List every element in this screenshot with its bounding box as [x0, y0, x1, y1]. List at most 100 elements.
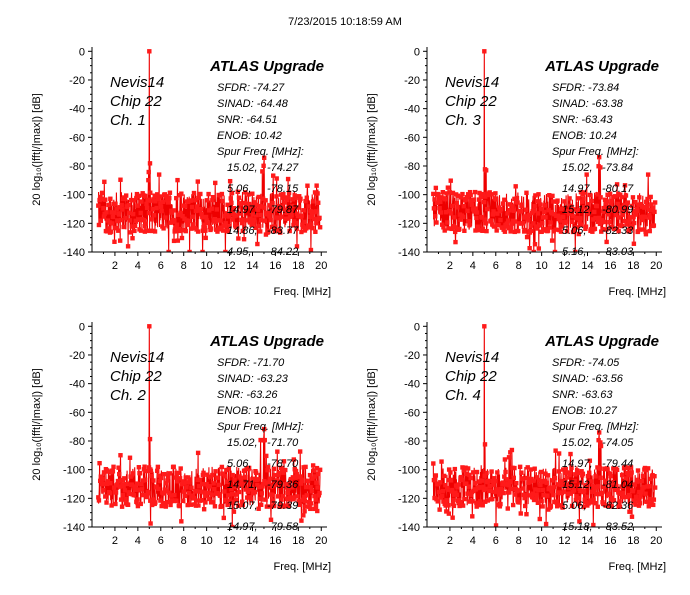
data-point — [294, 472, 299, 477]
data-point — [231, 499, 236, 505]
data-point — [589, 500, 594, 505]
data-point — [149, 217, 154, 222]
data-point — [579, 222, 584, 227]
data-point — [148, 498, 153, 503]
data-point — [191, 190, 197, 196]
data-point — [633, 199, 638, 205]
data-point — [619, 484, 624, 489]
data-point — [460, 191, 465, 197]
data-point — [270, 492, 275, 498]
data-point — [517, 500, 522, 505]
data-point — [145, 197, 150, 203]
data-point — [307, 225, 312, 230]
data-point — [516, 228, 521, 234]
data-point — [231, 509, 237, 514]
x-tick-label: 16 — [269, 260, 281, 272]
data-point — [173, 228, 179, 234]
spur-value: -79.44 — [602, 458, 633, 470]
data-point — [464, 471, 470, 477]
data-point — [549, 238, 555, 243]
data-point — [257, 496, 263, 502]
chip-label: Nevis14 — [445, 349, 499, 366]
spur-freq: 14.86, — [227, 225, 258, 237]
data-point — [302, 509, 307, 514]
data-point — [274, 176, 279, 181]
data-point — [235, 483, 240, 488]
data-point — [577, 486, 582, 491]
data-point — [602, 466, 607, 471]
data-point — [504, 477, 510, 482]
data-point — [260, 169, 265, 174]
data-point — [110, 469, 116, 474]
data-point — [553, 227, 558, 232]
data-point — [623, 193, 629, 198]
data-point — [222, 223, 228, 228]
data-point — [304, 195, 310, 200]
data-point — [286, 190, 292, 196]
spur-freq: 14.97, — [227, 521, 258, 533]
spur-value: -82.33 — [602, 225, 634, 237]
chip-label: Nevis14 — [110, 74, 164, 91]
data-point — [476, 197, 482, 202]
data-point — [253, 212, 259, 218]
data-point — [261, 163, 266, 168]
data-point — [171, 464, 176, 469]
data-point — [144, 201, 149, 207]
data-point — [590, 484, 596, 489]
data-point — [635, 468, 641, 473]
data-point — [599, 490, 605, 496]
data-point — [231, 205, 237, 211]
spur-value: -73.84 — [602, 162, 633, 174]
data-point — [279, 204, 285, 209]
stat-line: SINAD: -63.23 — [217, 373, 289, 385]
data-point — [280, 493, 285, 499]
data-point — [448, 470, 453, 475]
data-point — [568, 451, 573, 457]
data-point — [155, 464, 161, 470]
stat-line: SFDR: -73.84 — [552, 82, 619, 94]
spur-freq: 5.06, — [227, 458, 251, 470]
data-point — [629, 470, 634, 475]
data-point — [598, 440, 603, 445]
chart-panel-ch4: 0 -20 -40 -60 -80 -100 -120 -140 2 4 6 8 10 12 14 16 18 2… — [366, 321, 666, 573]
data-point — [512, 196, 517, 202]
data-point — [605, 192, 610, 197]
data-point — [294, 244, 300, 249]
data-point — [312, 493, 317, 499]
data-point — [200, 228, 206, 233]
data-point — [224, 467, 229, 473]
data-point — [122, 476, 127, 481]
data-point — [121, 484, 126, 489]
data-point — [548, 503, 554, 509]
spur-value: -79.36 — [267, 479, 299, 491]
data-point — [303, 484, 309, 490]
data-point — [148, 198, 154, 203]
data-point — [519, 202, 525, 207]
stat-line: Spur Freq. [MHz]: — [217, 421, 304, 433]
data-point — [241, 217, 246, 223]
data-point — [470, 514, 475, 519]
data-point — [619, 223, 625, 229]
data-point — [635, 208, 640, 213]
data-point — [445, 487, 451, 492]
trace-group — [96, 49, 323, 252]
data-point — [605, 467, 610, 472]
stat-line: SFDR: -74.27 — [217, 82, 285, 94]
data-point — [591, 497, 596, 502]
data-point — [545, 493, 550, 498]
data-point — [246, 192, 251, 197]
chip-label: Chip 22 — [445, 93, 497, 110]
data-point — [127, 455, 133, 460]
data-point — [141, 467, 147, 472]
data-point — [201, 507, 207, 512]
data-point — [469, 202, 475, 207]
data-point — [308, 506, 313, 512]
data-point — [309, 213, 315, 218]
x-tick-label: 14 — [246, 260, 258, 272]
data-point — [649, 202, 654, 207]
data-point — [491, 476, 497, 481]
data-point — [245, 489, 251, 494]
data-point — [577, 519, 582, 524]
data-point — [587, 470, 592, 475]
data-point — [303, 504, 308, 509]
